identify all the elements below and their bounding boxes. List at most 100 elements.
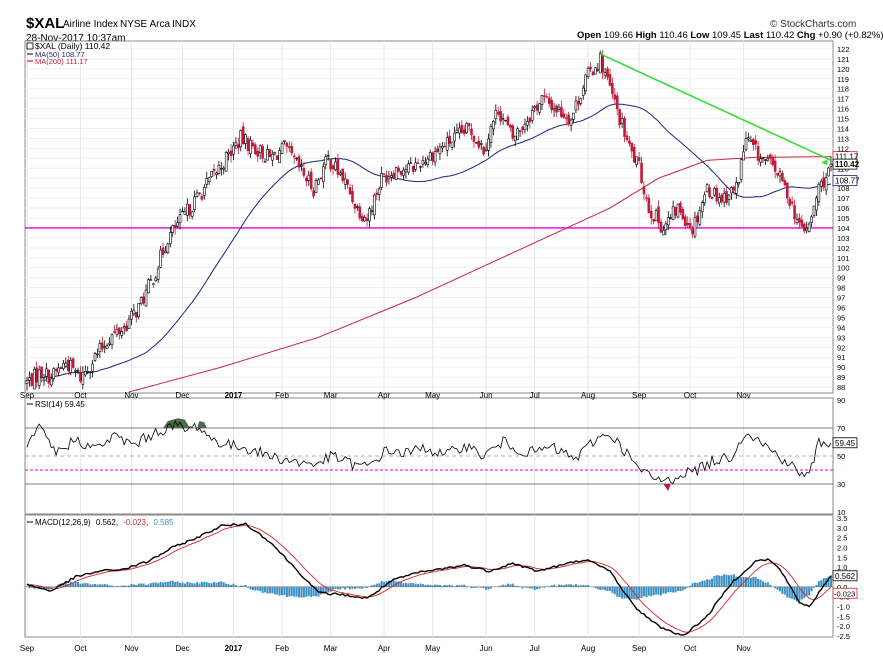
macd-hist-bar	[154, 582, 157, 587]
x-tick-label: Nov	[124, 391, 138, 400]
candle-body	[688, 223, 692, 228]
candle	[441, 141, 444, 153]
candle	[28, 371, 31, 387]
y-tick-label: 108	[837, 184, 850, 193]
x-tick-label: May	[425, 644, 440, 653]
candle-body	[147, 279, 150, 294]
macd-hist-bar	[650, 586, 653, 597]
candle-body	[173, 224, 177, 229]
candle-body	[385, 175, 388, 183]
macd-hist-bar	[50, 586, 53, 589]
candle-body	[164, 250, 167, 254]
candle-body	[130, 310, 133, 320]
candle	[186, 198, 189, 222]
macd-hist-bar	[225, 583, 228, 587]
macd-hist-bar	[788, 586, 791, 598]
candle-body	[448, 135, 451, 144]
candle	[768, 153, 772, 165]
candle-body	[494, 110, 498, 119]
signal-tag-text: -0.023	[834, 589, 855, 598]
candle	[496, 106, 500, 117]
last-label: Last	[743, 30, 764, 41]
candle-body	[122, 326, 126, 329]
candle	[249, 136, 252, 158]
candle-body	[156, 268, 160, 280]
macd-hist-bar	[689, 585, 692, 587]
macd-hist-bar	[251, 586, 254, 591]
index-name: Airline Index	[63, 19, 119, 30]
macd-hist-bar	[431, 585, 434, 587]
candle	[664, 221, 668, 236]
macd-hist-bar	[567, 584, 570, 587]
candle-body	[227, 151, 230, 155]
candle-body	[239, 130, 243, 148]
macd-hist-bar	[830, 575, 832, 587]
candle-body	[246, 137, 250, 152]
candle	[392, 170, 396, 180]
candle-body	[317, 179, 320, 185]
macd-hist-bar	[640, 586, 643, 599]
candle	[589, 62, 592, 72]
candle-body	[793, 205, 796, 220]
macd-hist-bar	[242, 585, 245, 587]
candle-body	[727, 194, 731, 200]
candle	[676, 203, 680, 219]
candle	[224, 150, 228, 172]
low-label: Low	[690, 30, 710, 41]
macd-hist-bar	[329, 586, 332, 592]
macd-hist-bar	[402, 583, 405, 587]
macd-hist-bar	[506, 583, 509, 587]
chg-label: Chg	[796, 30, 816, 41]
candle	[662, 225, 665, 236]
candle	[329, 158, 332, 172]
macd-hist-bar	[667, 586, 670, 593]
macd-hist-bar	[55, 586, 58, 587]
macd-hist-bar	[783, 586, 786, 595]
x-tick-label: Sep	[20, 391, 35, 400]
candle-body	[596, 68, 600, 71]
candle-body	[186, 203, 189, 216]
candle-body	[698, 210, 702, 225]
candle	[300, 159, 303, 172]
candle-body	[496, 111, 500, 115]
x-tick-label: Jun	[480, 391, 493, 400]
candle-body	[467, 123, 471, 127]
candle	[254, 142, 257, 155]
macd-hist-bar	[472, 586, 475, 588]
macd-hist-bar	[298, 586, 301, 598]
macd-hist-bar	[234, 585, 237, 587]
x-tick-label: Nov	[124, 644, 138, 653]
candle	[516, 126, 519, 140]
macd-hist-bar	[217, 582, 220, 587]
candle-body	[305, 178, 308, 182]
candle-body	[630, 142, 634, 152]
macd-hist-bar	[351, 586, 354, 589]
candle-body	[96, 353, 99, 356]
macd-hist-bar	[227, 584, 230, 587]
macd-hist-bar	[429, 585, 432, 587]
candle	[166, 242, 170, 255]
candle	[795, 213, 799, 225]
candle	[49, 373, 53, 387]
candle	[528, 117, 532, 129]
candle-body	[69, 359, 73, 373]
candle-body	[290, 145, 294, 154]
rsi-tag: 59.45	[832, 437, 858, 449]
candle-body	[229, 150, 233, 157]
candle-body	[76, 370, 80, 372]
candle-body	[579, 98, 583, 104]
candle-body	[426, 158, 430, 165]
candle-body	[169, 232, 172, 244]
candle	[86, 366, 90, 375]
candle	[375, 188, 379, 201]
macd-hist-bar	[795, 586, 798, 602]
macd-hist-bar	[30, 586, 33, 588]
macd-hist-bar	[145, 584, 148, 587]
candle	[237, 137, 240, 155]
macd-hist-bar	[28, 586, 31, 589]
candle	[703, 191, 706, 207]
macd-hist-bar	[740, 577, 743, 587]
macd-hist-bar	[171, 580, 174, 587]
candle	[271, 150, 274, 167]
candle-body	[713, 188, 716, 196]
